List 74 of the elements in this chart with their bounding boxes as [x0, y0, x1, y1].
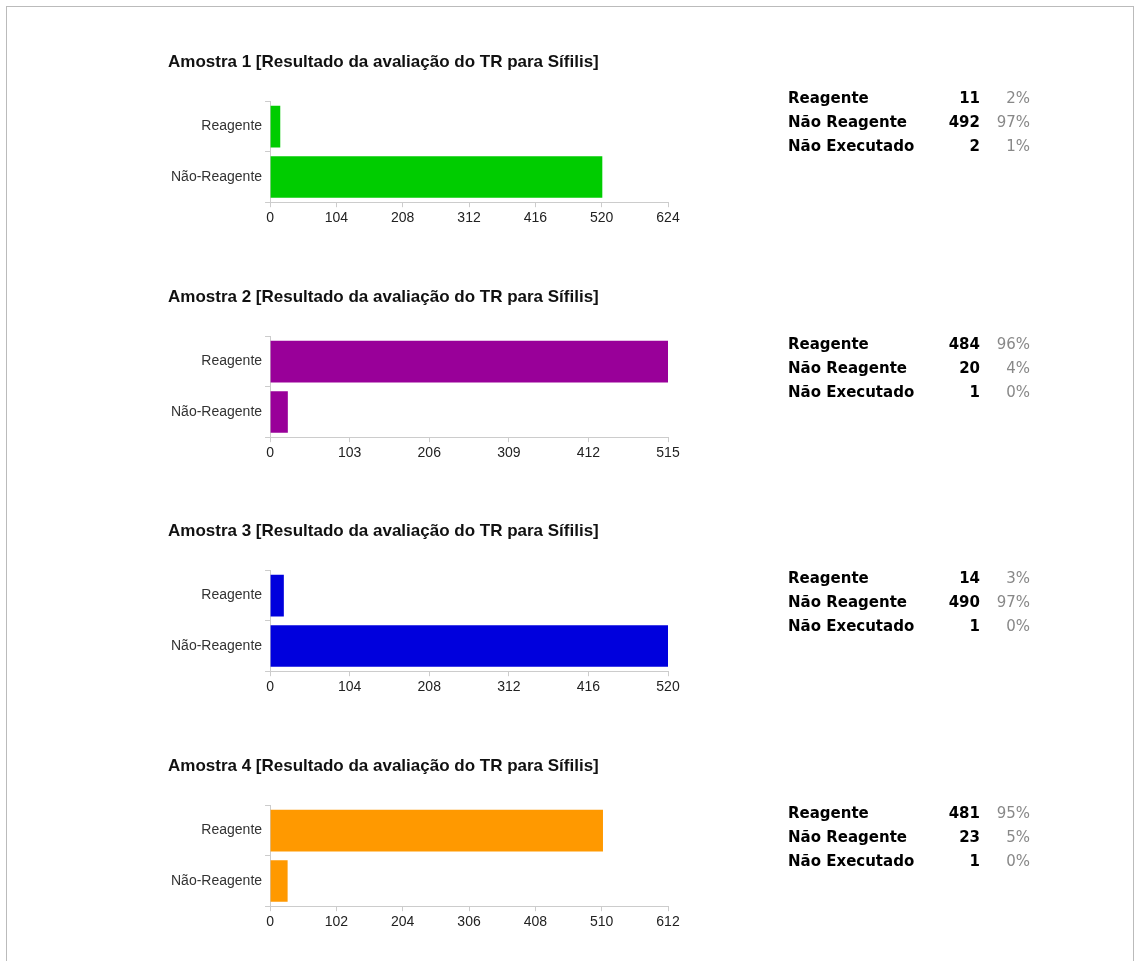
text: 490	[947, 593, 980, 611]
x-tick-label: 510	[590, 913, 614, 930]
text: Não Executado	[788, 852, 916, 870]
x-tick-label: 408	[523, 913, 548, 930]
x-tick-label: 416	[523, 209, 548, 226]
x-tick-label: 416	[576, 678, 601, 695]
x-tick-label: 520	[590, 209, 614, 226]
text: 2	[968, 137, 980, 155]
chart-title: Amostra 1 [Resultado da avaliação do TR para Sífilis]	[168, 52, 599, 72]
y-tick-label: Reagente	[201, 821, 263, 838]
text: 95%	[995, 804, 1030, 822]
text: Reagente	[788, 335, 870, 353]
y-tick-label: Reagente	[201, 352, 263, 369]
x-tick-label: 312	[497, 678, 521, 695]
y-tick-label: Não-Reagente	[171, 871, 263, 888]
text: Não Executado	[788, 137, 916, 155]
text: Não Executado	[788, 383, 916, 401]
x-tick-label: 104	[337, 678, 362, 695]
text: 1%	[1005, 137, 1030, 155]
text: 1	[968, 617, 980, 635]
x-tick-label: 312	[457, 209, 481, 226]
text: 492	[947, 113, 980, 131]
y-tick-label: Reagente	[201, 586, 263, 603]
text: 11	[958, 89, 980, 107]
text: 484	[947, 335, 980, 353]
text: Não Reagente	[788, 113, 908, 131]
text: Reagente	[788, 89, 870, 107]
text: 1	[968, 383, 980, 401]
text: 1	[968, 852, 980, 870]
y-tick-label: Não-Reagente	[171, 167, 263, 184]
x-tick-label: 103	[337, 444, 362, 461]
text: 97%	[995, 113, 1030, 131]
y-tick-label: Não-Reagente	[171, 402, 263, 419]
x-tick-label: 0	[266, 913, 275, 930]
text: 0%	[1005, 852, 1030, 870]
text: 14	[958, 569, 980, 587]
x-tick-label: 102	[324, 913, 349, 930]
x-tick-label: 0	[266, 678, 275, 695]
x-tick-label: 0	[266, 209, 275, 226]
text: 3%	[1005, 569, 1030, 587]
y-tick-label: Reagente	[201, 117, 263, 134]
chart-title: Amostra 4 [Resultado da avaliação do TR para Sífilis]	[168, 756, 599, 776]
x-tick-label: 624	[656, 209, 680, 226]
text: 0%	[1005, 617, 1030, 635]
x-tick-label: 309	[497, 444, 521, 461]
x-tick-label: 204	[391, 913, 415, 930]
text: 20	[958, 359, 980, 377]
text: Não Reagente	[788, 359, 908, 377]
x-tick-label: 306	[457, 913, 481, 930]
text: Não Executado	[788, 617, 916, 635]
text: 4%	[1005, 359, 1030, 377]
text: 5%	[1005, 828, 1030, 846]
text: 96%	[995, 335, 1030, 353]
x-tick-label: 612	[656, 913, 680, 930]
text: Não Reagente	[788, 593, 908, 611]
chart-title: Amostra 2 [Resultado da avaliação do TR para Sífilis]	[168, 287, 599, 307]
x-tick-label: 515	[656, 444, 680, 461]
y-tick-label: Não-Reagente	[171, 636, 263, 653]
x-tick-label: 0	[266, 444, 275, 461]
text: 23	[958, 828, 980, 846]
text: Reagente	[788, 569, 870, 587]
x-tick-label: 208	[391, 209, 415, 226]
text: 97%	[995, 593, 1030, 611]
text: 481	[947, 804, 980, 822]
text: 0%	[1005, 383, 1030, 401]
x-tick-label: 520	[656, 678, 680, 695]
text: Não Reagente	[788, 828, 908, 846]
text: Reagente	[788, 804, 870, 822]
x-tick-label: 208	[417, 678, 442, 695]
text: 2%	[1005, 89, 1030, 107]
chart-title: Amostra 3 [Resultado da avaliação do TR para Sífilis]	[168, 521, 599, 541]
x-tick-label: 206	[417, 444, 442, 461]
x-tick-label: 412	[576, 444, 601, 461]
x-tick-label: 104	[324, 209, 349, 226]
